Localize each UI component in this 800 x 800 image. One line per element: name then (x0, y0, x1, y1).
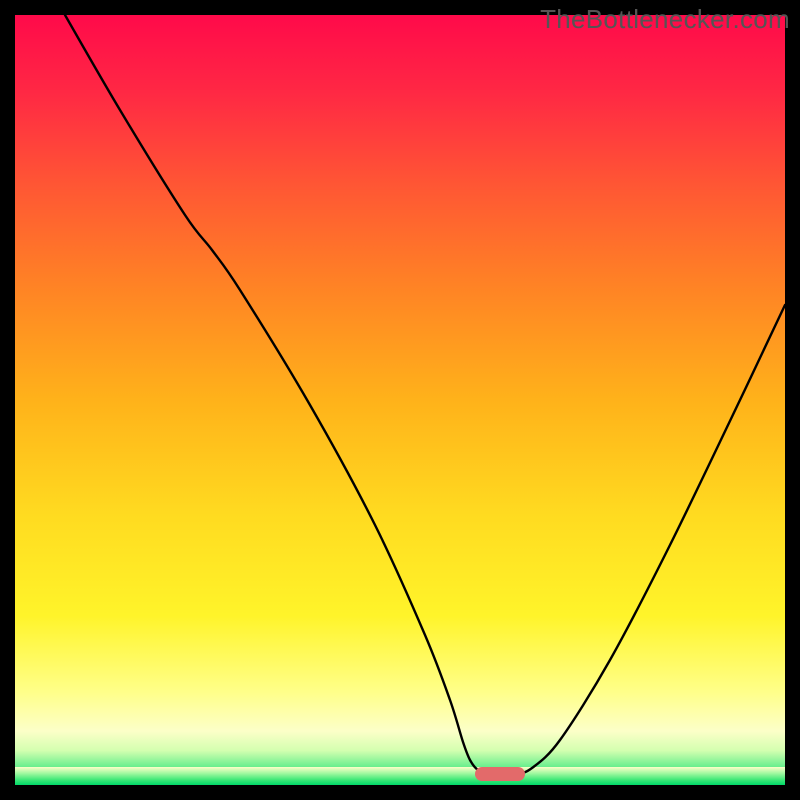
plot-area (15, 15, 785, 785)
watermark-text: TheBottlenecker.com (540, 4, 790, 35)
optimal-marker-pill (475, 767, 525, 781)
chart-frame: TheBottlenecker.com (0, 0, 800, 800)
curve-path (65, 15, 785, 775)
bottleneck-curve (15, 15, 785, 785)
